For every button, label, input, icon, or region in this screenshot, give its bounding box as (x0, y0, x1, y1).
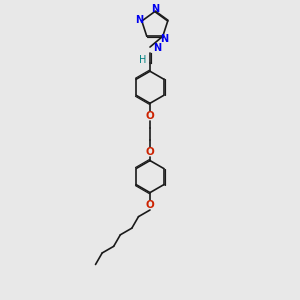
Text: N: N (160, 34, 169, 44)
Text: N: N (135, 15, 143, 25)
Text: O: O (146, 200, 154, 210)
Text: N: N (153, 44, 161, 53)
Text: N: N (151, 4, 159, 14)
Text: O: O (146, 147, 154, 157)
Text: H: H (140, 55, 147, 65)
Text: O: O (146, 111, 154, 121)
